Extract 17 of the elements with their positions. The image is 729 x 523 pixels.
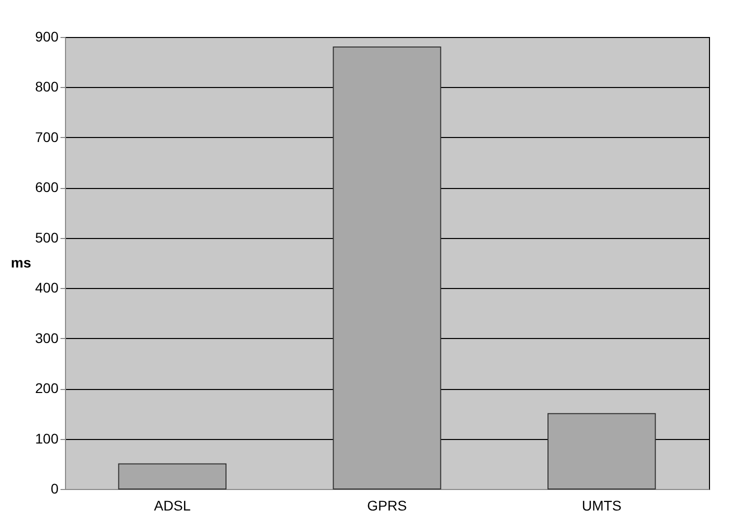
x-tick-label: GPRS bbox=[367, 498, 407, 514]
y-tick-label: 800 bbox=[35, 78, 59, 95]
bar bbox=[548, 413, 656, 490]
y-tick-label: 400 bbox=[35, 280, 59, 296]
y-tick-label: 900 bbox=[35, 28, 59, 44]
y-tick-label: 100 bbox=[35, 430, 59, 446]
y-tick-label: 200 bbox=[35, 380, 59, 396]
y-tick-label: 300 bbox=[35, 330, 59, 346]
y-axis-title: ms bbox=[10, 254, 32, 270]
x-tick-label: ADSL bbox=[154, 498, 191, 514]
bar bbox=[118, 463, 226, 490]
x-tick-label: UMTS bbox=[582, 498, 622, 514]
y-tick-label: 600 bbox=[35, 179, 59, 196]
y-tick-label: 700 bbox=[35, 128, 59, 145]
bar bbox=[332, 46, 442, 490]
y-tick-label: 0 bbox=[50, 480, 59, 496]
y-tick-label: 500 bbox=[35, 229, 59, 246]
